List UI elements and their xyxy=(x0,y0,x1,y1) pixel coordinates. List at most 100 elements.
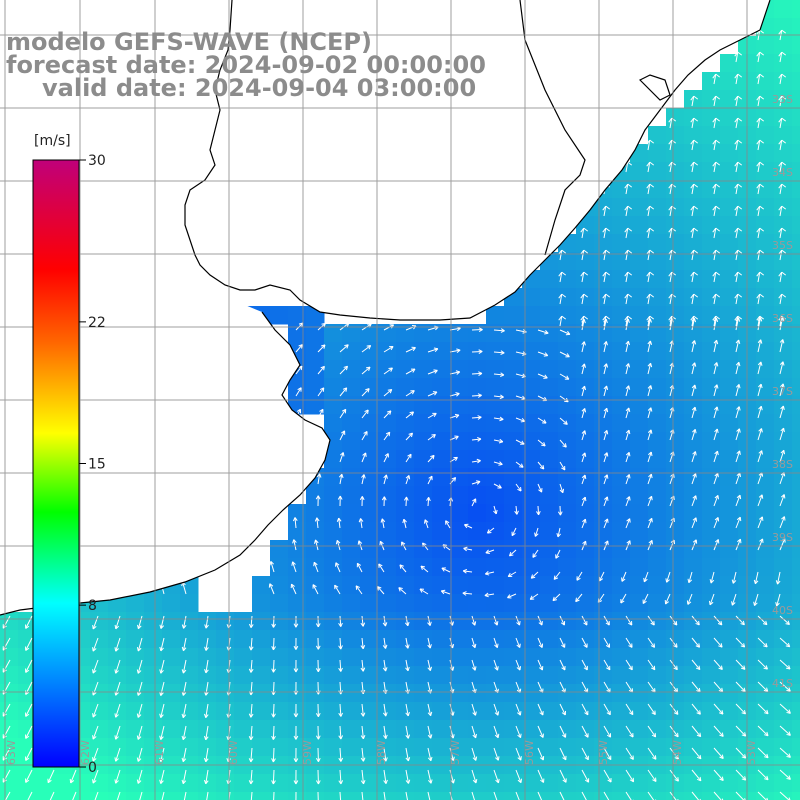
speed-cell xyxy=(504,540,523,559)
speed-cell xyxy=(558,306,577,325)
speed-cell xyxy=(648,594,667,613)
speed-cell xyxy=(144,612,163,631)
speed-cell xyxy=(126,792,145,800)
wind-arrow xyxy=(248,659,254,673)
wind-arrow xyxy=(486,527,495,534)
wind-arrow xyxy=(471,480,481,485)
speed-cell xyxy=(414,522,433,541)
speed-cell xyxy=(630,558,649,577)
speed-cell xyxy=(306,396,325,415)
speed-cell xyxy=(666,612,685,631)
wind-arrow xyxy=(581,452,587,463)
lat-label: 40S xyxy=(772,604,793,617)
speed-cell xyxy=(306,558,325,577)
wind-arrow xyxy=(778,117,787,129)
speed-cell xyxy=(684,684,703,703)
speed-cell xyxy=(666,360,685,379)
wind-arrow xyxy=(271,659,276,673)
speed-cell xyxy=(792,450,800,469)
speed-cell xyxy=(252,684,271,703)
wind-arrow xyxy=(580,249,589,261)
speed-cell xyxy=(432,540,451,559)
wind-arrow xyxy=(625,725,634,738)
speed-cell xyxy=(450,360,469,379)
wind-arrow xyxy=(537,461,545,470)
wind-arrow xyxy=(493,747,500,761)
wind-arrow xyxy=(47,769,55,784)
wind-arrow xyxy=(292,539,297,551)
wind-arrow xyxy=(515,725,522,739)
speed-cell xyxy=(342,414,361,433)
speed-cell xyxy=(756,594,775,613)
wind-arrow xyxy=(620,593,627,604)
wind-arrow xyxy=(603,518,609,529)
speed-cell xyxy=(576,792,595,800)
speed-cell xyxy=(450,504,469,523)
speed-cell xyxy=(792,108,800,127)
speed-cell xyxy=(612,180,631,199)
speed-cell xyxy=(666,306,685,325)
wind-arrow xyxy=(537,791,543,800)
speed-cell xyxy=(666,108,685,127)
speed-cell xyxy=(432,702,451,721)
speed-cell xyxy=(342,324,361,343)
speed-cell xyxy=(468,702,487,721)
wind-arrow xyxy=(471,637,477,649)
speed-cell xyxy=(414,648,433,667)
speed-cell xyxy=(702,396,721,415)
speed-cell xyxy=(720,630,739,649)
speed-cell xyxy=(630,378,649,397)
speed-cell xyxy=(666,270,685,289)
speed-cell xyxy=(792,90,800,109)
wind-arrow xyxy=(690,139,699,151)
speed-cell xyxy=(342,684,361,703)
speed-cell xyxy=(702,288,721,307)
wind-arrow xyxy=(779,538,786,551)
wind-arrow xyxy=(427,369,438,375)
speed-cell xyxy=(720,648,739,667)
wind-arrow xyxy=(553,571,561,580)
wind-arrow xyxy=(647,791,657,800)
speed-cell xyxy=(558,252,577,271)
wind-arrow xyxy=(713,725,724,737)
speed-cell xyxy=(756,576,775,595)
wind-arrow xyxy=(159,703,165,718)
wind-arrow xyxy=(624,227,633,239)
wind-arrow xyxy=(756,249,765,261)
speed-cell xyxy=(774,126,793,145)
wind-arrow xyxy=(92,747,99,762)
speed-cell xyxy=(648,774,667,793)
wind-arrow xyxy=(756,139,765,151)
wind-arrow xyxy=(427,725,433,739)
wind-arrow xyxy=(643,571,649,583)
speed-cell xyxy=(450,468,469,487)
speed-cell xyxy=(216,630,235,649)
wind-arrow xyxy=(559,703,567,716)
speed-cell xyxy=(324,360,343,379)
speed-cell xyxy=(486,702,505,721)
speed-cell xyxy=(252,720,271,739)
speed-cell xyxy=(450,432,469,451)
wind-arrow xyxy=(735,681,746,693)
wind-arrow xyxy=(625,363,631,375)
wind-arrow xyxy=(271,769,276,785)
speed-cell xyxy=(684,486,703,505)
wind-arrow xyxy=(441,567,451,573)
speed-cell xyxy=(558,576,577,595)
wind-arrow xyxy=(159,659,165,674)
speed-cell xyxy=(666,504,685,523)
speed-cell xyxy=(486,540,505,559)
speed-cell xyxy=(396,468,415,487)
speed-cell xyxy=(414,360,433,379)
speed-cell xyxy=(774,414,793,433)
speed-cell xyxy=(504,576,523,595)
wind-arrow xyxy=(558,271,567,283)
speed-cell xyxy=(720,414,739,433)
speed-cell xyxy=(468,324,487,343)
wind-arrow xyxy=(139,791,143,800)
wind-arrow xyxy=(314,539,319,551)
wind-arrow xyxy=(734,183,743,195)
wind-arrow xyxy=(624,315,633,327)
speed-cell xyxy=(756,234,775,253)
